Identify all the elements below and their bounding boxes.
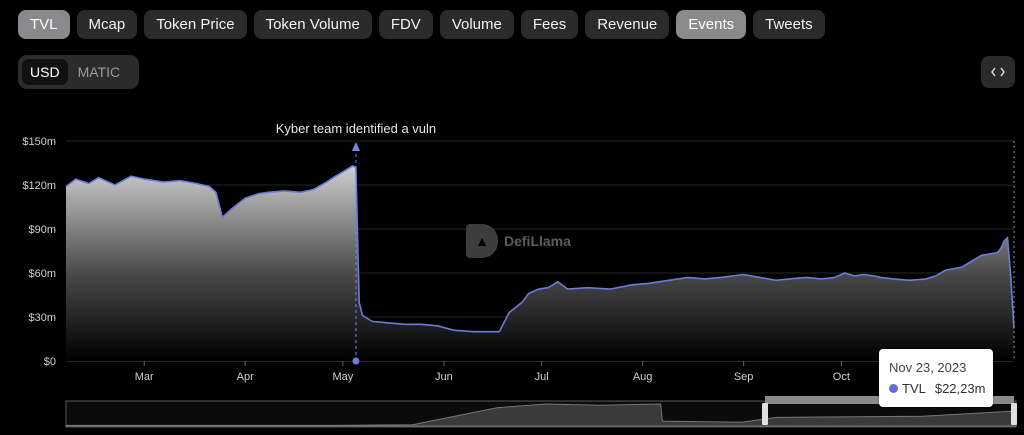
currency-matic-option[interactable]: MATIC bbox=[77, 64, 121, 80]
tvl-area bbox=[66, 165, 1014, 361]
overview-handle-left[interactable] bbox=[762, 403, 768, 425]
tab-revenue[interactable]: Revenue bbox=[585, 10, 670, 39]
y-tick-label: $90m bbox=[28, 224, 56, 236]
event-marker-dot bbox=[352, 357, 360, 365]
overview-handle-right[interactable] bbox=[1011, 403, 1017, 425]
tooltip-series-dot bbox=[889, 384, 898, 393]
tab-bar: TVL Mcap Token Price Token Volume FDV Vo… bbox=[18, 10, 825, 39]
y-tick-label: $60m bbox=[28, 268, 56, 280]
tab-tvl[interactable]: TVL bbox=[18, 10, 70, 39]
y-tick-label: $120m bbox=[22, 180, 56, 192]
tab-fees[interactable]: Fees bbox=[520, 10, 579, 39]
y-tick-label: $150m bbox=[22, 136, 56, 148]
event-marker-arrow bbox=[351, 142, 360, 151]
x-tick-label: Oct bbox=[833, 371, 850, 383]
tab-events[interactable]: Events bbox=[676, 10, 747, 39]
currency-toggle: USD MATIC bbox=[18, 55, 139, 89]
llama-icon: ▲ bbox=[466, 224, 498, 258]
y-tick-label: $0 bbox=[44, 356, 56, 368]
x-tick-label: Aug bbox=[633, 371, 653, 383]
embed-code-button[interactable] bbox=[981, 56, 1015, 88]
tab-mcap[interactable]: Mcap bbox=[76, 10, 138, 39]
tvl-line bbox=[65, 164, 1015, 333]
currency-usd-option[interactable]: USD bbox=[22, 59, 68, 85]
event-annotation-label: Kyber team identified a vuln bbox=[276, 121, 436, 136]
tab-token-volume[interactable]: Token Volume bbox=[253, 10, 372, 39]
x-tick-label: Jun bbox=[435, 371, 453, 383]
watermark-text: DefiLlama bbox=[504, 233, 571, 249]
tab-tweets[interactable]: Tweets bbox=[753, 10, 825, 39]
x-tick-label: Apr bbox=[237, 371, 254, 383]
tooltip-date: Nov 23, 2023 bbox=[889, 360, 967, 375]
x-tick-label: Mar bbox=[135, 371, 154, 383]
y-tick-label: $30m bbox=[28, 312, 56, 324]
tab-fdv[interactable]: FDV bbox=[378, 10, 433, 39]
tooltip-row: TVL $22,23m bbox=[889, 381, 985, 396]
tab-volume[interactable]: Volume bbox=[439, 10, 514, 39]
tooltip-series-name: TVL bbox=[902, 381, 926, 396]
tab-token-price[interactable]: Token Price bbox=[144, 10, 247, 39]
x-tick-label: Jul bbox=[535, 371, 549, 383]
code-icon bbox=[991, 67, 1005, 77]
tooltip-value: $22,23m bbox=[934, 381, 986, 396]
watermark: ▲ DefiLlama bbox=[466, 224, 571, 258]
x-tick-label: May bbox=[333, 371, 354, 383]
chart-tooltip: Nov 23, 2023 TVL $22,23m bbox=[879, 349, 993, 407]
x-tick-label: Sep bbox=[734, 371, 754, 383]
